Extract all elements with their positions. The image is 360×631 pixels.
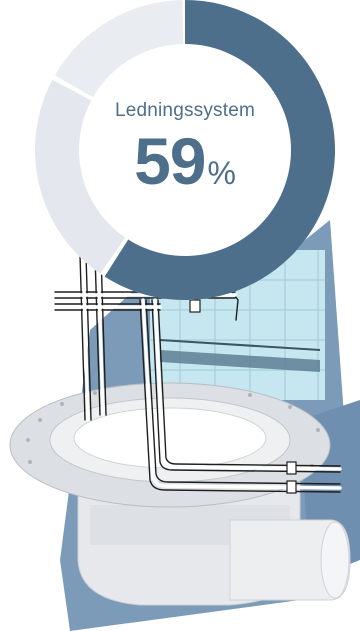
metric-label: Ledningssystem [114, 100, 256, 121]
drain-body [9, 382, 351, 606]
donut-segment-filled [104, 0, 335, 300]
metric-number: 59 [134, 124, 206, 198]
donut-segment-remaining-alt [54, 0, 184, 99]
donut-chart: Ledningssystem 59% [0, 0, 360, 300]
metric-value: 59% [82, 128, 288, 194]
metric-unit: % [207, 155, 236, 191]
donut-segment-remaining [35, 79, 127, 274]
pipes [53, 253, 342, 494]
donut-svg [35, 0, 335, 300]
donut-hole [79, 44, 291, 256]
